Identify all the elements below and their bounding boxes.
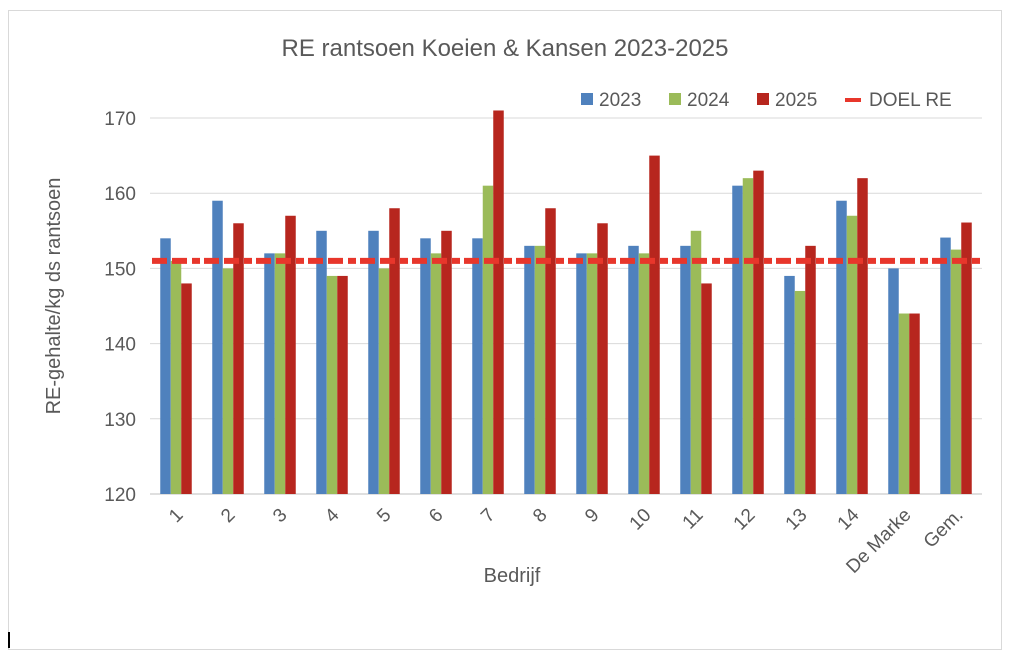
x-tick-label: 10 [626,505,656,535]
legend-label: 2024 [687,90,730,111]
bar-2023-10 [628,245,639,494]
bar-2024-4 [326,275,338,494]
bar-2025-14 [857,178,868,494]
bar-2024-13 [794,290,806,494]
legend-swatch [669,93,681,105]
bar-2024-10 [638,253,650,494]
bar-2023-1 [160,238,171,494]
x-tick-label: Gem. [920,505,968,553]
bar-2024-8 [534,245,546,494]
bar-2023-5 [368,230,379,495]
legend: 2023 2024 2025 DOEL RE [581,90,952,111]
bar-2023-13 [784,275,795,494]
bar-2024-1 [170,260,182,494]
legend-label: 2025 [775,90,817,111]
legend-swatch [757,93,769,105]
bar-2025-13 [805,245,816,494]
x-tick-label: 13 [782,505,812,535]
y-tick-label: 140 [104,335,136,356]
bar-2025-4 [337,275,348,494]
bar-2023-8 [524,245,535,494]
legend-swatch [581,93,593,105]
x-tick-label: 4 [321,504,344,527]
bar-2024-3 [274,253,286,494]
bar-2023-4 [316,230,327,495]
x-tick-label: 14 [834,504,864,534]
bar-2023-7 [472,238,483,494]
bar-2024-5 [378,268,390,494]
x-tick-label: 7 [477,505,499,527]
bar-2025-6 [441,230,452,495]
bar-2025-10 [649,155,660,494]
legend-label: DOEL RE [869,90,952,111]
x-axis-label: Bedrijf [484,565,541,587]
bar-2023-demarke [888,268,899,494]
bar-2023-9 [576,253,587,494]
x-tick-label: 5 [373,505,395,527]
y-tick-label: 120 [104,485,136,506]
bar-2024-demarke [898,313,910,494]
x-tick-label: 1 [165,505,187,527]
x-tick-label: 8 [529,505,551,527]
bar-2025-9 [597,223,608,494]
bar-2023-12 [732,185,743,494]
bar-2025-gem [961,222,972,494]
y-tick-label: 150 [104,259,136,280]
bar-2025-2 [233,223,244,494]
y-axis-label: RE-gehalte/kg ds rantsoen [43,178,65,415]
y-tick-label: 170 [104,109,136,130]
bar-2025-7 [493,110,504,494]
y-tick-label: 160 [104,184,136,205]
bar-2024-12 [742,178,754,494]
bar-2025-8 [545,208,556,495]
x-tick-label: 6 [425,505,447,527]
bar-2024-11 [690,230,702,495]
bar-2024-7 [482,185,494,494]
x-tick-label: 12 [730,505,760,535]
bar-2025-3 [285,215,296,494]
legend-label: 2023 [599,90,641,111]
bar-2023-6 [420,238,431,494]
x-tick-label: 3 [269,505,291,527]
bar-2024-9 [586,253,598,494]
y-axis-ticks: 120 130 140 150 160 170 [104,109,136,506]
bar-2025-5 [389,208,400,495]
chart-title: RE rantsoen Koeien & Kansen 2023-2025 [282,35,729,62]
x-tick-label: 9 [581,505,603,527]
bars [160,110,972,495]
x-tick-label: 2 [217,505,239,527]
bar-2024-gem [950,249,962,494]
bar-2025-11 [701,283,712,494]
bar-2023-gem [940,237,951,494]
bar-2023-2 [212,200,223,494]
bar-2025-1 [181,283,192,494]
bar-2023-3 [264,253,275,494]
bar-2023-11 [680,245,691,494]
y-tick-label: 130 [104,410,136,431]
bar-2025-demarke [909,313,920,494]
bar-2024-2 [222,268,234,494]
x-tick-label: 11 [679,505,708,534]
bar-2024-6 [430,253,442,494]
bar-2024-14 [846,215,858,494]
text-cursor [8,632,10,648]
bar-2023-14 [836,200,847,494]
bar-2025-12 [753,170,764,494]
